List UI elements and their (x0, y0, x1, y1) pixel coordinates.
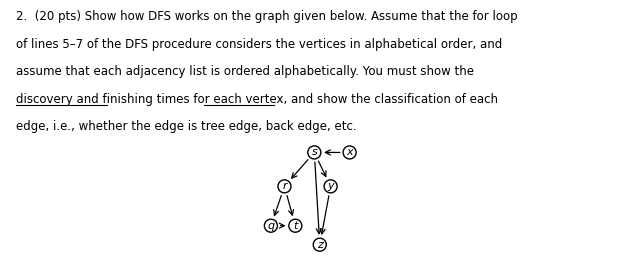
Text: edge, i.e., whether the edge is tree edge, back edge, etc.: edge, i.e., whether the edge is tree edg… (16, 120, 356, 133)
Circle shape (278, 180, 291, 193)
Text: y: y (327, 181, 334, 191)
Text: assume that each adjacency list is ordered alphabetically. You must show the: assume that each adjacency list is order… (16, 65, 474, 78)
Circle shape (343, 146, 356, 159)
Circle shape (264, 219, 277, 232)
Circle shape (308, 146, 321, 159)
Text: z: z (317, 240, 323, 250)
Text: t: t (293, 221, 298, 231)
Circle shape (324, 180, 337, 193)
Circle shape (289, 219, 302, 232)
Circle shape (313, 238, 326, 251)
Text: x: x (346, 147, 353, 157)
Text: r: r (282, 181, 287, 191)
Text: 2.  (20 pts) Show how DFS works on the graph given below. Assume that the for lo: 2. (20 pts) Show how DFS works on the gr… (16, 10, 518, 23)
Text: of lines 5–7 of the DFS procedure considers the vertices in alphabetical order, : of lines 5–7 of the DFS procedure consid… (16, 38, 502, 51)
Text: q: q (267, 221, 274, 231)
Text: discovery and finishing times for each vertex, and show the classification of ea: discovery and finishing times for each v… (16, 93, 498, 106)
Text: s: s (311, 147, 318, 157)
